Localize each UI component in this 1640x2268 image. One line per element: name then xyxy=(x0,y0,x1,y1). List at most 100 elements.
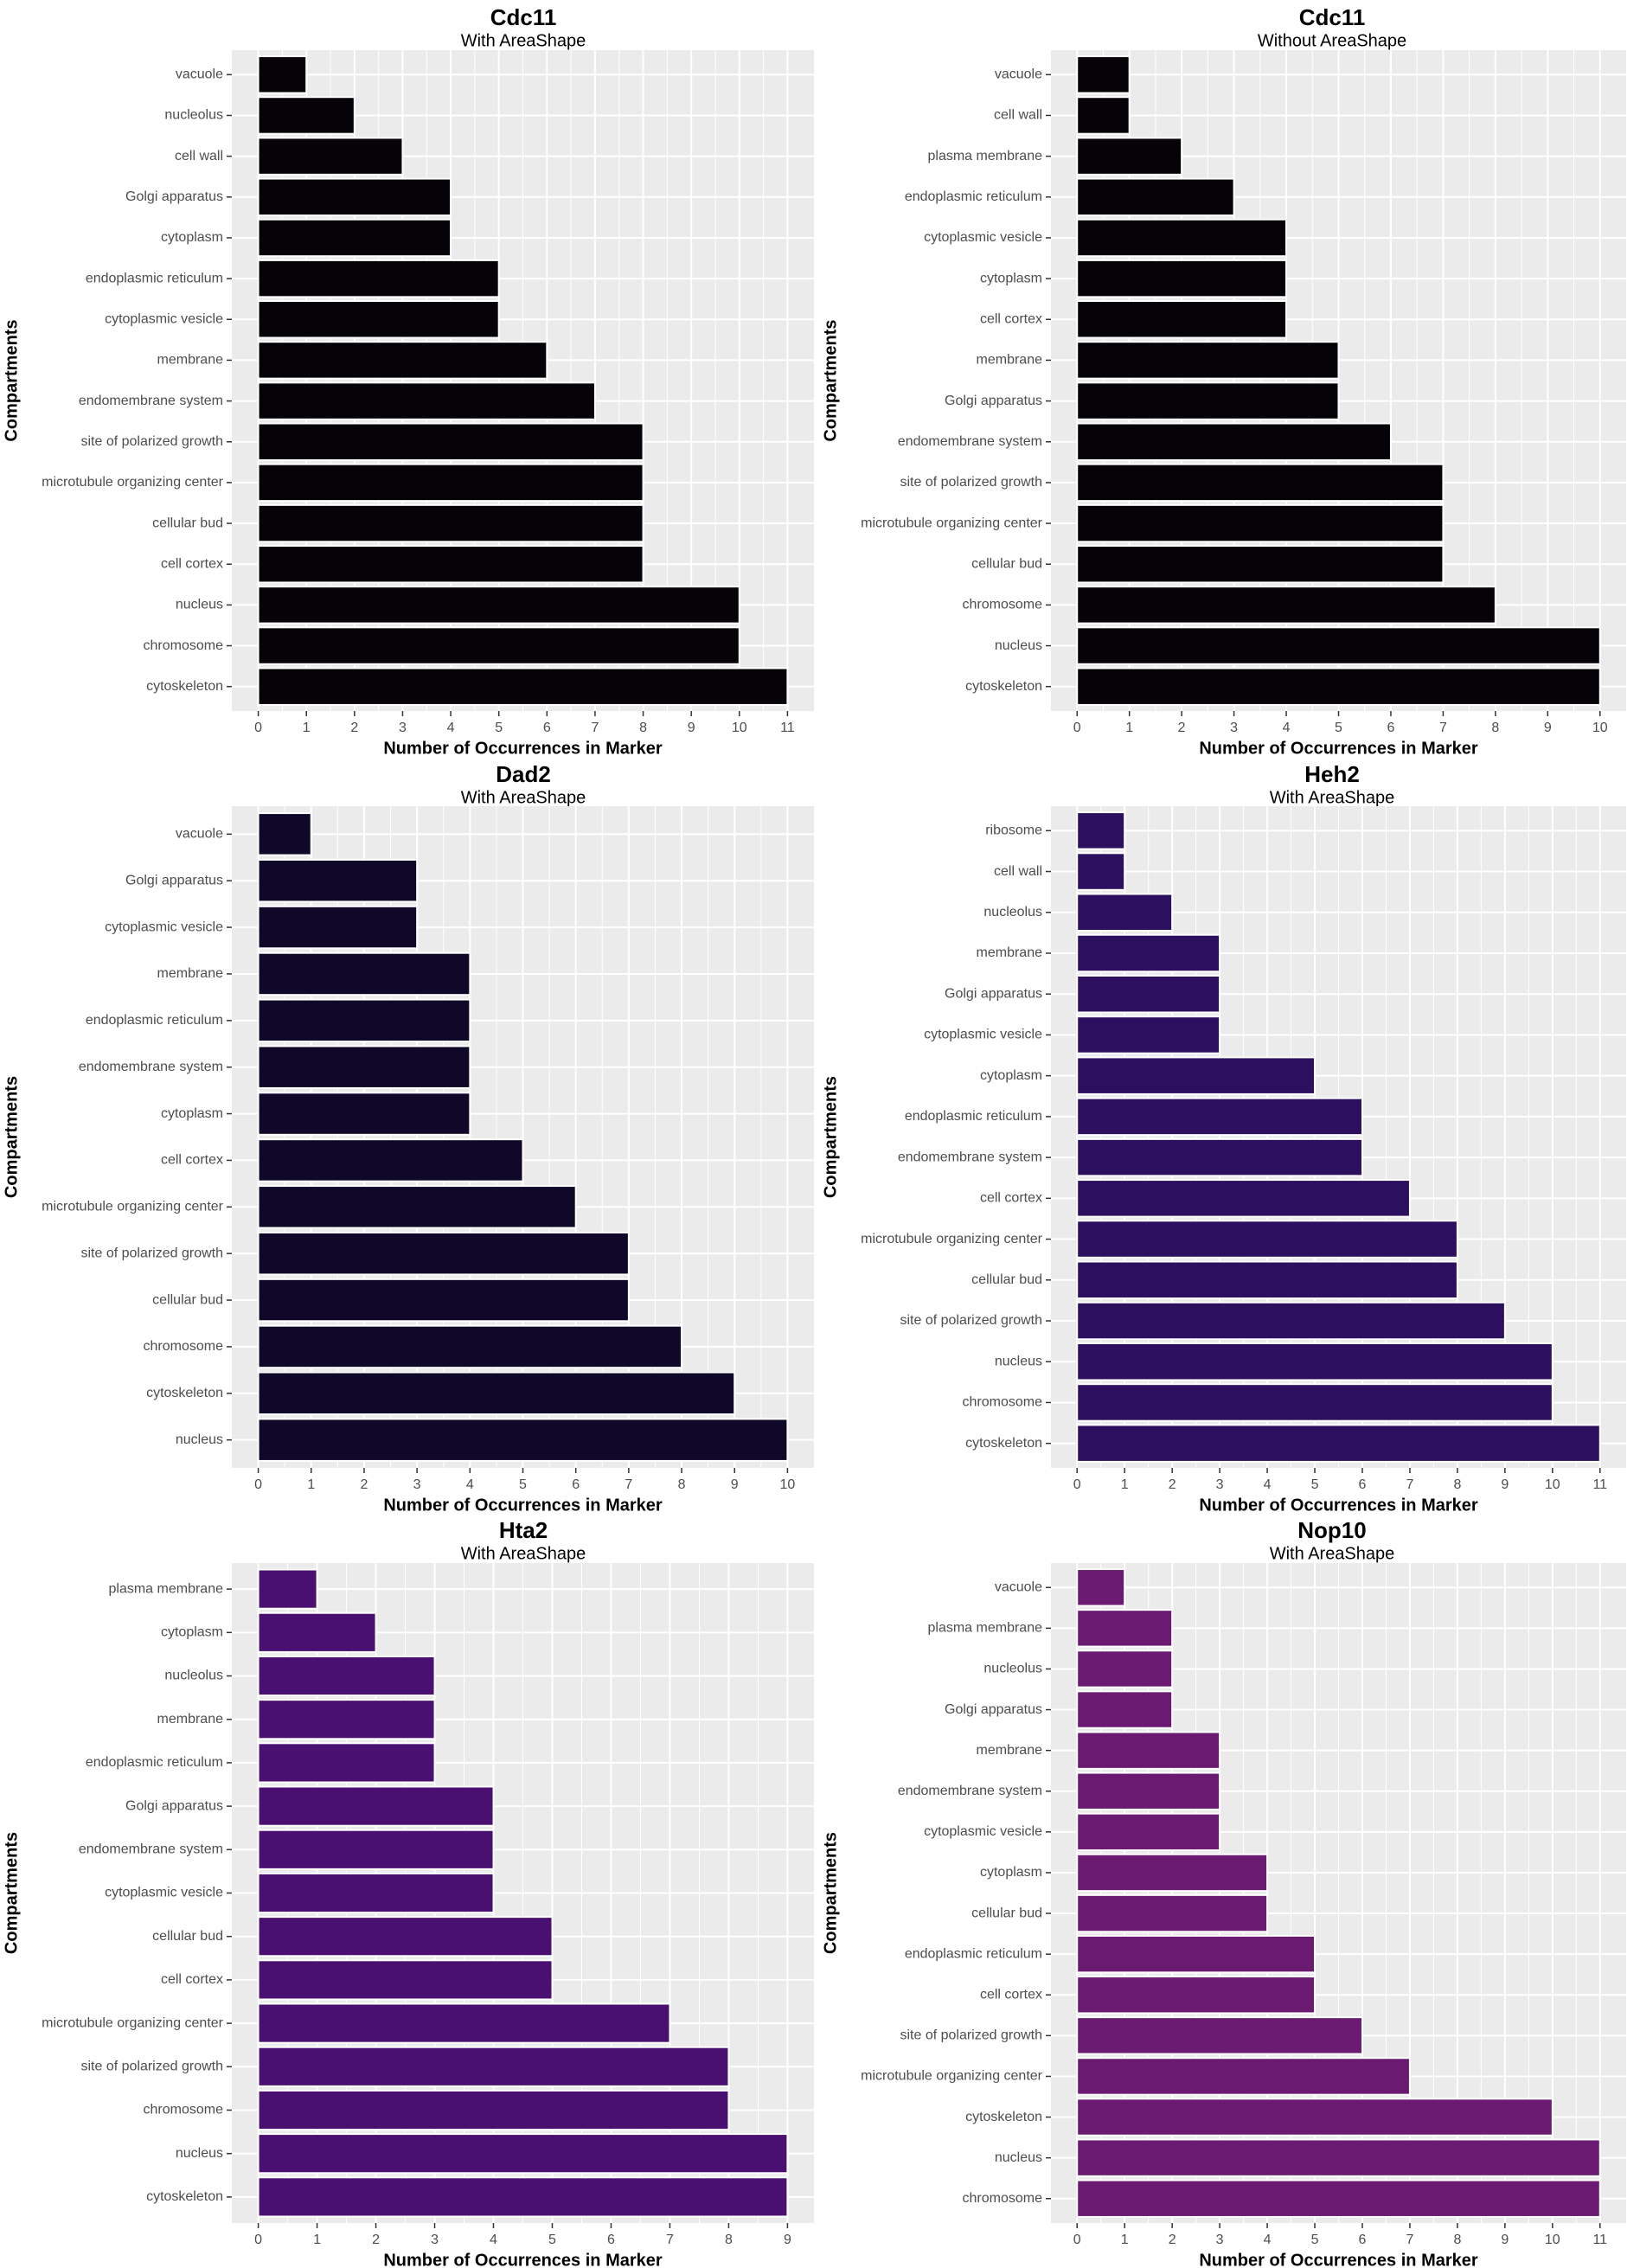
bar-cellular-bud xyxy=(1076,545,1445,584)
x-tick-label: 2 xyxy=(372,2233,380,2247)
category-label: cell cortex xyxy=(161,556,223,571)
bar-site-of-polarized-growth xyxy=(257,422,644,461)
category-label: endoplasmic reticulum xyxy=(86,1013,223,1028)
y-axis-title: Compartments xyxy=(821,1832,840,1954)
category-label: Golgi apparatus xyxy=(945,394,1042,408)
bar-endoplasmic-reticulum xyxy=(1076,177,1235,216)
x-tick-label: 0 xyxy=(254,1477,262,1492)
category-label: plasma membrane xyxy=(928,149,1043,163)
bar-ribosome xyxy=(1076,811,1126,850)
bar-cell-cortex xyxy=(257,1959,554,2001)
bar-cytoplasmic-vesicle xyxy=(1076,1015,1221,1054)
category-label: cytoplasmic vesicle xyxy=(924,1824,1042,1839)
x-tick-label: 8 xyxy=(725,2233,733,2247)
x-tick-label: 11 xyxy=(780,721,795,735)
x-tick-label: 3 xyxy=(413,1477,421,1492)
category-label: microtubule organizing center xyxy=(42,2015,224,2030)
chart-title: Dad2 xyxy=(496,761,551,787)
x-axis-title: Number of Occurrences in Marker xyxy=(383,2251,663,2268)
category-label: endomembrane system xyxy=(79,1060,223,1074)
x-tick-label: 4 xyxy=(1264,2233,1272,2247)
x-tick-label: 2 xyxy=(1169,1477,1176,1492)
category-label: cytoplasmic vesicle xyxy=(924,1028,1042,1042)
category-label: endoplasmic reticulum xyxy=(86,1755,223,1770)
category-label: membrane xyxy=(157,353,224,368)
x-tick-label: 9 xyxy=(1544,721,1552,735)
x-tick-label: 4 xyxy=(1264,1477,1272,1492)
x-tick-label: 5 xyxy=(548,2233,556,2247)
x-tick-label: 9 xyxy=(1501,2233,1509,2247)
category-label: membrane xyxy=(977,353,1043,368)
x-tick-label: 4 xyxy=(447,721,455,735)
category-label: endomembrane system xyxy=(898,434,1042,449)
bar-nucleolus xyxy=(1076,1650,1174,1688)
x-tick-label: 1 xyxy=(303,721,311,735)
bar-cell-cortex xyxy=(257,1138,524,1182)
bar-chromosome xyxy=(257,2089,730,2131)
bar-membrane xyxy=(1076,1731,1221,1770)
category-label: cytoskeleton xyxy=(146,2189,223,2204)
x-tick-label: 10 xyxy=(1545,1477,1560,1492)
bar-cytoplasm xyxy=(257,1611,377,1653)
x-tick-label: 0 xyxy=(254,721,262,735)
bar-cytoskeleton xyxy=(257,2176,789,2218)
x-tick-label: 5 xyxy=(519,1477,527,1492)
category-label: Golgi apparatus xyxy=(945,1702,1042,1717)
category-label: nucleus xyxy=(995,1354,1042,1368)
x-tick-label: 0 xyxy=(1073,721,1081,735)
bar-endoplasmic-reticulum xyxy=(257,1742,436,1784)
category-label: microtubule organizing center xyxy=(861,2069,1043,2084)
bar-microtubule-organizing-center xyxy=(1076,1220,1458,1259)
bar-membrane xyxy=(257,341,548,380)
bar-golgi-apparatus xyxy=(1076,1690,1174,1729)
category-label: cellular bud xyxy=(152,1292,223,1307)
chart-title: Hta2 xyxy=(499,1517,548,1543)
x-tick-label: 6 xyxy=(543,721,551,735)
x-tick-label: 4 xyxy=(1283,721,1291,735)
bar-cytoplasmic-vesicle xyxy=(257,300,500,339)
chart-title: Cdc11 xyxy=(1299,4,1366,30)
bar-golgi-apparatus xyxy=(1076,974,1221,1014)
bar-plasma-membrane xyxy=(1076,137,1183,176)
category-label: chromosome xyxy=(144,638,224,653)
category-label: cell wall xyxy=(994,864,1042,879)
bar-site-of-polarized-growth xyxy=(1076,1301,1506,1341)
bar-chromosome xyxy=(257,1324,683,1369)
category-label: membrane xyxy=(977,945,1043,960)
x-tick-label: 10 xyxy=(780,1477,796,1492)
category-label: cytoskeleton xyxy=(965,679,1042,694)
x-tick-label: 5 xyxy=(1311,1477,1319,1492)
bar-cytoplasm xyxy=(1076,1853,1269,1893)
bar-membrane xyxy=(1076,933,1221,973)
x-tick-label: 8 xyxy=(1453,1477,1461,1492)
x-axis-title: Number of Occurrences in Marker xyxy=(383,1496,663,1515)
bar-endomembrane-system xyxy=(257,1045,471,1089)
category-label: microtubule organizing center xyxy=(861,1232,1043,1246)
bar-cytoskeleton xyxy=(257,667,789,706)
x-axis-title: Number of Occurrences in Marker xyxy=(1199,1496,1478,1515)
category-label: Golgi apparatus xyxy=(125,873,223,887)
bar-chromosome xyxy=(257,626,740,665)
category-label: nucleolus xyxy=(983,1662,1042,1676)
category-label: endoplasmic reticulum xyxy=(905,1946,1042,1961)
chart-subtitle: With AreaShape xyxy=(1270,788,1395,807)
bar-site-of-polarized-growth xyxy=(257,1231,630,1276)
category-label: nucleolus xyxy=(983,905,1042,919)
x-tick-label: 3 xyxy=(1230,721,1238,735)
category-label: cytoskeleton xyxy=(965,1436,1042,1451)
category-label: nucleus xyxy=(995,2150,1042,2165)
y-axis-title: Compartments xyxy=(2,319,21,441)
x-axis-title: Number of Occurrences in Marker xyxy=(1199,739,1478,758)
bar-vacuole xyxy=(1076,1568,1126,1607)
x-tick-label: 3 xyxy=(1216,1477,1224,1492)
category-label: membrane xyxy=(977,1743,1043,1758)
category-label: cellular bud xyxy=(971,1272,1042,1287)
x-tick-label: 7 xyxy=(625,1477,632,1492)
category-label: cellular bud xyxy=(971,556,1042,571)
bar-endomembrane-system xyxy=(1076,1771,1221,1810)
bar-chromosome xyxy=(1076,586,1496,625)
